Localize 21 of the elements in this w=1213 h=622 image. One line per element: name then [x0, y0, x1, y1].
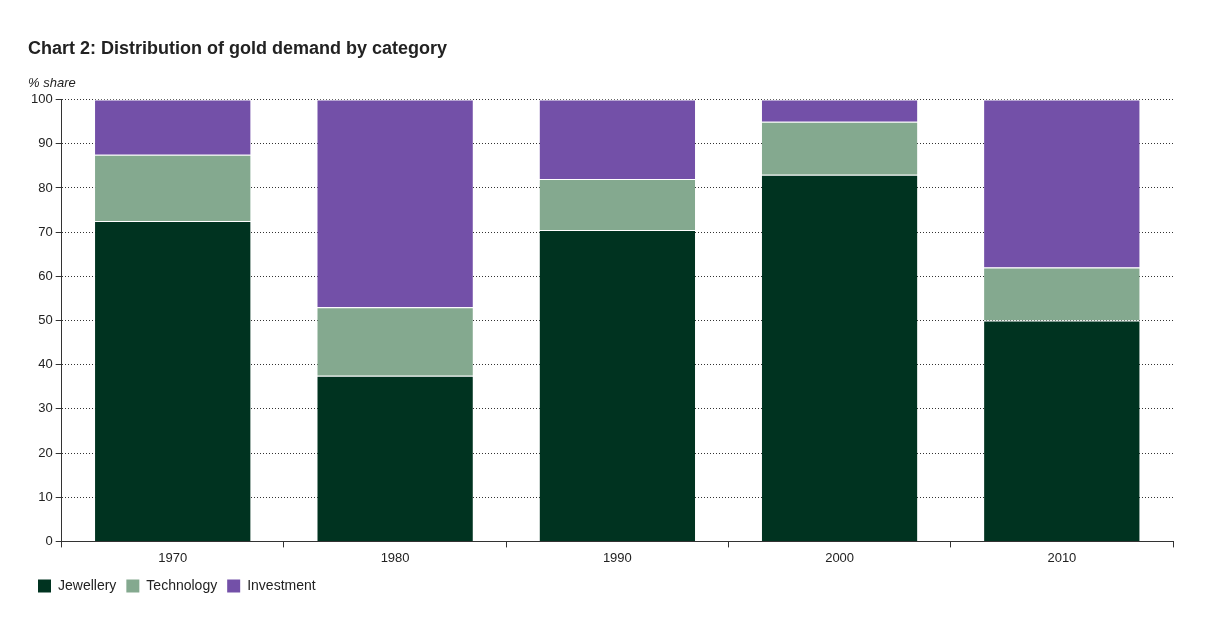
x-tick-label: 2000	[825, 549, 855, 565]
x-tick-label: 1980	[380, 549, 410, 565]
x-tick-label: 2010	[1047, 549, 1077, 565]
legend-label: Investment	[247, 576, 316, 593]
x-tick-label: 1970	[158, 549, 188, 565]
y-tick-label: 90	[38, 135, 53, 151]
legend-label: Technology	[146, 576, 218, 593]
chart-title: Chart 2: Distribution of gold demand by category	[28, 37, 448, 58]
y-tick-label: 60	[38, 267, 53, 283]
y-tick-label: 70	[38, 223, 53, 239]
y-tick-label: 0	[45, 532, 53, 548]
y-tick-label: 10	[38, 488, 53, 504]
y-tick-label: 100	[30, 91, 53, 107]
y-tick-label: 30	[38, 400, 53, 416]
y-tick-label: 40	[38, 356, 53, 372]
legend-label: Jewellery	[58, 576, 117, 593]
y-tick-label: 20	[38, 444, 53, 460]
x-tick-label: 1990	[602, 549, 632, 565]
y-axis-title: % share	[28, 74, 76, 90]
y-tick-label: 50	[38, 312, 53, 328]
y-tick-label: 80	[38, 179, 53, 195]
